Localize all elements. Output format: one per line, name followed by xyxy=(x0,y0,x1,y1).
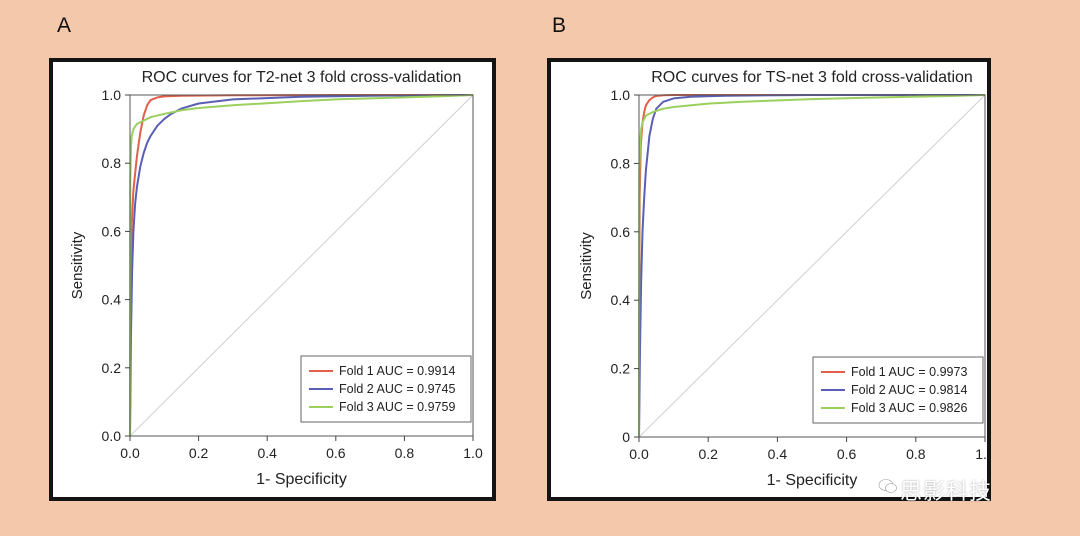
y-tick-label: 1.0 xyxy=(611,87,631,103)
x-axis-label: 1- Specificity xyxy=(767,472,858,489)
legend-label-fold-1: Fold 1 AUC = 0.9914 xyxy=(339,364,455,378)
y-tick-label: 0.6 xyxy=(611,224,631,240)
diagonal-reference-line xyxy=(638,94,986,438)
y-tick-label: 0 xyxy=(622,429,630,445)
y-axis-label: Sensitivity xyxy=(69,231,86,299)
chart-title: ROC curves for T2-net 3 fold cross-valid… xyxy=(142,69,462,86)
y-tick-label: 0.6 xyxy=(102,223,122,239)
x-tick-label: 0.4 xyxy=(257,445,277,461)
x-tick-label: 1.0 xyxy=(463,445,483,461)
plot-area-border xyxy=(638,94,986,438)
legend-label-fold-3: Fold 3 AUC = 0.9826 xyxy=(851,401,967,415)
wechat-icon xyxy=(878,479,897,493)
x-tick-label: 1.0 xyxy=(975,446,987,462)
x-tick-label: 0.0 xyxy=(120,445,140,461)
x-tick-label: 0.8 xyxy=(906,446,926,462)
y-tick-label: 0.8 xyxy=(102,155,122,171)
x-tick-label: 0.6 xyxy=(326,445,346,461)
y-tick-label: 0.2 xyxy=(611,361,631,377)
x-tick-label: 0.6 xyxy=(837,446,857,462)
chart-frame-a: ROC curves for T2-net 3 fold cross-valid… xyxy=(49,58,496,501)
legend-label-fold-2: Fold 2 AUC = 0.9814 xyxy=(851,383,967,397)
roc-curve-fold-2 xyxy=(129,94,474,437)
x-tick-label: 0.4 xyxy=(768,446,788,462)
x-axis-label: 1- Specificity xyxy=(256,471,347,488)
y-tick-label: 0.2 xyxy=(102,360,122,376)
roc-chart-ts-net: ROC curves for TS-net 3 fold cross-valid… xyxy=(578,69,987,489)
x-tick-label: 0.2 xyxy=(189,445,209,461)
x-tick-label: 0.2 xyxy=(698,446,718,462)
roc-curve-fold-3 xyxy=(129,94,474,437)
y-tick-label: 1.0 xyxy=(102,87,122,103)
y-tick-label: 0.4 xyxy=(611,292,631,308)
y-tick-label: 0.4 xyxy=(102,292,122,308)
y-axis-label: Sensitivity xyxy=(578,232,595,300)
legend: Fold 1 AUC = 0.9973 Fold 2 AUC = 0.9814 Fo… xyxy=(812,356,984,424)
x-tick-label: 0.8 xyxy=(395,445,415,461)
chart-title: ROC curves for TS-net 3 fold cross-valid… xyxy=(651,69,973,86)
y-tick-label: 0.8 xyxy=(611,155,631,171)
y-tick-label: 0.0 xyxy=(102,428,122,444)
legend-label-fold-1: Fold 1 AUC = 0.9973 xyxy=(851,365,967,379)
diagonal-reference-line xyxy=(129,94,474,437)
plot-area-border xyxy=(129,94,474,437)
x-tick-label: 0.0 xyxy=(629,446,649,462)
chart-frame-b: ROC curves for TS-net 3 fold cross-valid… xyxy=(547,58,991,501)
roc-chart-t2-net: ROC curves for T2-net 3 fold cross-valid… xyxy=(69,69,483,488)
panel-label-b: B xyxy=(552,14,567,37)
legend-label-fold-3: Fold 3 AUC = 0.9759 xyxy=(339,400,455,414)
legend-label-fold-2: Fold 2 AUC = 0.9745 xyxy=(339,382,455,396)
legend: Fold 1 AUC = 0.9914 Fold 2 AUC = 0.9745 Fo… xyxy=(300,355,472,423)
roc-curve-fold-2 xyxy=(638,94,985,438)
watermark-text: 思影科技 xyxy=(900,480,993,505)
panel-label-a: A xyxy=(57,14,72,37)
roc-curve-fold-3 xyxy=(638,94,986,438)
